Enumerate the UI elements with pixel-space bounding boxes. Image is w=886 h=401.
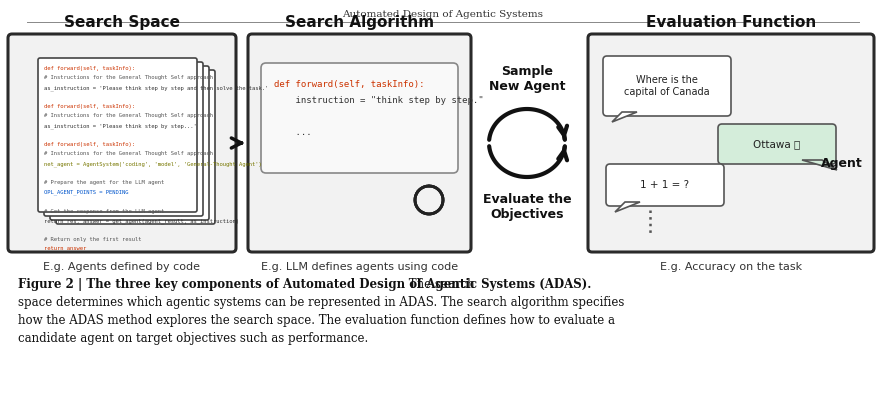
Text: Ottawa ✅: Ottawa ✅ bbox=[753, 139, 801, 149]
Text: return res, answer = get_agent(agent_result, as_instruction): return res, answer = get_agent(agent_res… bbox=[44, 218, 239, 224]
FancyBboxPatch shape bbox=[718, 124, 836, 164]
Text: net_agent = AgentSystem('coding', 'model', 'General-Thought Agent'): net_agent = AgentSystem('coding', 'model… bbox=[44, 161, 261, 166]
Text: # Instructions for the General Thought Self approach: # Instructions for the General Thought S… bbox=[44, 113, 213, 119]
Polygon shape bbox=[615, 202, 640, 212]
Polygon shape bbox=[802, 160, 837, 170]
Text: return answer: return answer bbox=[44, 247, 86, 251]
Polygon shape bbox=[612, 112, 637, 122]
Text: def forward(self, taskInfo):: def forward(self, taskInfo): bbox=[44, 66, 135, 71]
Text: 1 + 1 = ?: 1 + 1 = ? bbox=[641, 180, 689, 190]
Text: E.g. Accuracy on the task: E.g. Accuracy on the task bbox=[660, 262, 802, 272]
FancyBboxPatch shape bbox=[8, 34, 236, 252]
Text: Agent: Agent bbox=[821, 156, 863, 170]
Text: # Instructions for the General Thought Self approach: # Instructions for the General Thought S… bbox=[44, 152, 213, 156]
Text: Evaluation Function: Evaluation Function bbox=[646, 15, 816, 30]
Text: as_instruction = 'Please think step by step...': as_instruction = 'Please think step by s… bbox=[44, 123, 197, 129]
Text: # Instructions for the General Thought Self approach: # Instructions for the General Thought S… bbox=[44, 75, 213, 81]
FancyBboxPatch shape bbox=[38, 58, 197, 212]
Text: instruction = "think step by step.": instruction = "think step by step." bbox=[274, 96, 484, 105]
Text: Search Space: Search Space bbox=[64, 15, 180, 30]
Text: Sample
New Agent: Sample New Agent bbox=[489, 65, 565, 93]
Text: candidate agent on target objectives such as performance.: candidate agent on target objectives suc… bbox=[18, 332, 369, 345]
FancyBboxPatch shape bbox=[606, 164, 724, 206]
Text: def forward(self, taskInfo):: def forward(self, taskInfo): bbox=[44, 142, 135, 147]
Text: E.g. Agents defined by code: E.g. Agents defined by code bbox=[43, 262, 200, 272]
Text: as_instruction = 'Please think step by step and then solve the task.': as_instruction = 'Please think step by s… bbox=[44, 85, 268, 91]
FancyBboxPatch shape bbox=[248, 34, 471, 252]
FancyBboxPatch shape bbox=[603, 56, 731, 116]
Text: # Return only the first result: # Return only the first result bbox=[44, 237, 142, 242]
Text: Figure 2 | The three key components of Automated Design of Agentic Systems (ADAS: Figure 2 | The three key components of A… bbox=[18, 278, 591, 291]
Text: The search: The search bbox=[405, 278, 475, 291]
Text: Where is the
capital of Canada: Where is the capital of Canada bbox=[625, 75, 710, 97]
Text: ...: ... bbox=[274, 128, 312, 137]
Text: def forward(self, taskInfo):: def forward(self, taskInfo): bbox=[44, 104, 135, 109]
FancyBboxPatch shape bbox=[44, 62, 203, 216]
Text: OPL_AGENT_POINTS = PENDING: OPL_AGENT_POINTS = PENDING bbox=[44, 190, 128, 195]
FancyBboxPatch shape bbox=[56, 70, 215, 224]
FancyBboxPatch shape bbox=[261, 63, 458, 173]
Text: E.g. LLM defines agents using code: E.g. LLM defines agents using code bbox=[261, 262, 458, 272]
Text: space determines which agentic systems can be represented in ADAS. The search al: space determines which agentic systems c… bbox=[18, 296, 625, 309]
Text: Evaluate the
Objectives: Evaluate the Objectives bbox=[483, 193, 571, 221]
Text: Automated Design of Agentic Systems: Automated Design of Agentic Systems bbox=[343, 10, 543, 19]
Text: Search Algorithm: Search Algorithm bbox=[285, 15, 434, 30]
Text: def forward(self, taskInfo):: def forward(self, taskInfo): bbox=[274, 80, 424, 89]
Text: how the ADAS method explores the search space. The evaluation function defines h: how the ADAS method explores the search … bbox=[18, 314, 615, 327]
Text: # Prepare the agent for the LLM agent: # Prepare the agent for the LLM agent bbox=[44, 180, 164, 185]
Text: # Get the response from the LLM agent: # Get the response from the LLM agent bbox=[44, 209, 164, 213]
FancyBboxPatch shape bbox=[588, 34, 874, 252]
FancyBboxPatch shape bbox=[50, 66, 209, 220]
